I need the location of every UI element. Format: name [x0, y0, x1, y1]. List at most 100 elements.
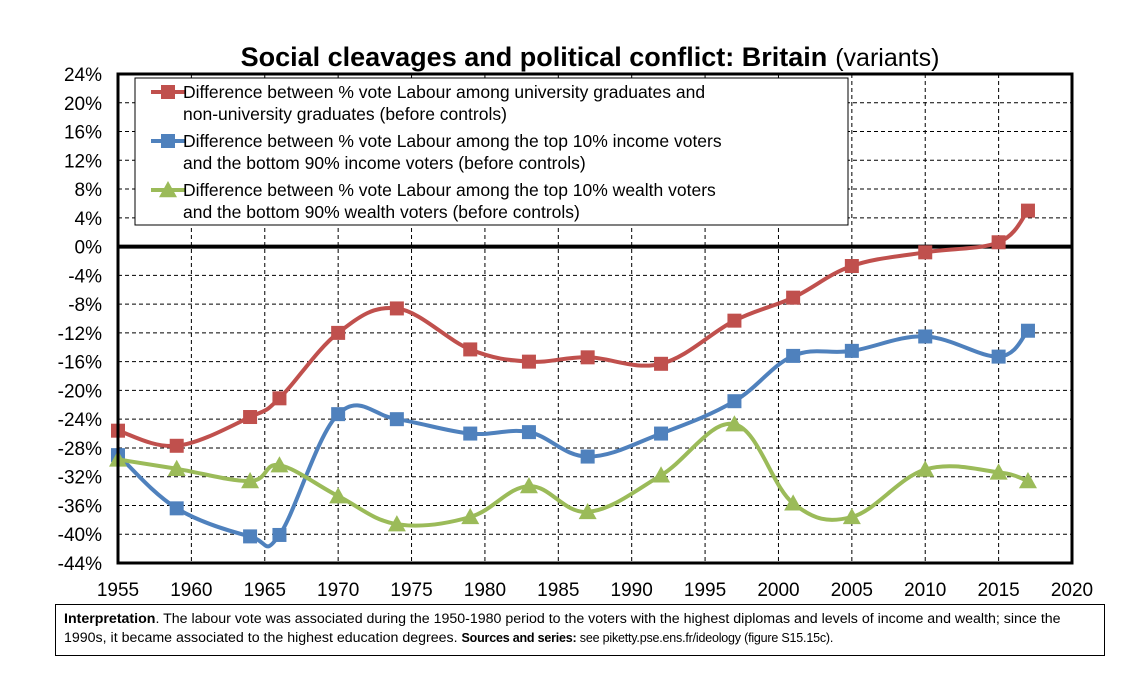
- series-layer: [109, 203, 1037, 549]
- x-tick-label: 1995: [684, 580, 726, 601]
- y-tick-label: -8%: [68, 295, 102, 316]
- legend-marker: [161, 85, 175, 99]
- data-point: [521, 354, 536, 369]
- interpretation-label: Interpretation: [64, 611, 156, 627]
- legend-marker: [161, 134, 175, 148]
- legend-marker: [159, 181, 177, 198]
- series-3: [109, 415, 1037, 532]
- legend-label: and the bottom 90% income voters (before…: [183, 153, 586, 173]
- interpretation-text: . The labour vote was associated during …: [64, 611, 1061, 646]
- x-tick-label: 2005: [831, 580, 873, 601]
- chart-title: Social cleavages and political conflict:…: [241, 42, 940, 72]
- y-tick-label: 8%: [75, 180, 103, 201]
- y-tick-label: 20%: [64, 94, 102, 115]
- x-tick-label: 1970: [317, 580, 359, 601]
- sources-label: Sources and series:: [461, 631, 577, 645]
- data-point: [727, 313, 742, 328]
- legend-item: Difference between % vote Labour among u…: [151, 82, 705, 124]
- data-point: [243, 410, 258, 425]
- data-point: [241, 472, 260, 489]
- chart-title-subtitle: (variants): [835, 44, 939, 72]
- sources-text: see piketty.pse.ens.fr/ideology (figure …: [576, 631, 834, 645]
- legend-item: Difference between % vote Labour among t…: [151, 180, 716, 222]
- y-tick-label: -36%: [58, 496, 102, 517]
- x-axis: 1955 1960 1965 1970 1975 1980 1985 1990 1995 2000…: [97, 580, 1093, 601]
- data-point: [991, 349, 1006, 364]
- data-point: [842, 507, 861, 525]
- data-point: [329, 487, 348, 504]
- data-point: [786, 290, 801, 305]
- data-point: [991, 235, 1006, 250]
- series-line: [117, 209, 1030, 448]
- data-point: [331, 325, 346, 340]
- x-tick-label: 1975: [390, 580, 432, 601]
- legend-label: and the bottom 90% wealth voters (before…: [183, 202, 580, 222]
- data-point: [786, 348, 801, 363]
- data-point: [272, 527, 287, 542]
- data-point: [463, 426, 478, 441]
- data-point: [652, 466, 671, 483]
- data-point: [521, 425, 536, 440]
- chart-title-main: Social cleavages and political conflict:…: [241, 42, 828, 72]
- legend-box: [134, 77, 849, 226]
- series-line: [117, 421, 1029, 528]
- legend-label: non-university graduates (before control…: [183, 104, 507, 124]
- y-tick-label: -40%: [58, 525, 102, 546]
- data-point: [270, 456, 289, 473]
- x-tick-label: 2000: [757, 580, 799, 601]
- y-tick-label: -20%: [58, 381, 102, 402]
- data-point: [272, 391, 287, 406]
- data-point: [461, 507, 480, 525]
- x-tick-label: 2015: [977, 580, 1019, 601]
- y-tick-label: -12%: [58, 324, 102, 345]
- data-point: [1020, 323, 1035, 338]
- data-point: [1020, 203, 1035, 218]
- data-point: [578, 502, 597, 520]
- data-point: [727, 394, 742, 409]
- y-tick-label: -28%: [58, 439, 102, 460]
- interpretation-note: Interpretation. The labour vote was asso…: [55, 604, 1105, 656]
- data-point: [1018, 472, 1037, 489]
- y-tick-label: 24%: [64, 65, 102, 86]
- y-tick-label: 4%: [75, 209, 103, 230]
- x-tick-label: 1985: [537, 580, 579, 601]
- data-point: [784, 494, 803, 511]
- series-line: [116, 329, 1030, 549]
- y-tick-label: -44%: [58, 554, 102, 575]
- data-point: [169, 438, 184, 453]
- x-tick-label: 2010: [904, 580, 946, 601]
- data-point: [725, 415, 744, 432]
- legend-label: Difference between % vote Labour among u…: [183, 82, 705, 102]
- data-point: [654, 426, 669, 441]
- data-point: [918, 329, 933, 344]
- data-point: [989, 463, 1008, 480]
- data-point: [844, 259, 859, 274]
- x-tick-label: 2020: [1051, 580, 1093, 601]
- x-tick-label: 1955: [97, 580, 139, 601]
- data-point: [654, 356, 669, 371]
- plot-border: [116, 72, 1074, 565]
- x-tick-label: 1965: [244, 580, 286, 601]
- series-1: [111, 203, 1035, 453]
- y-tick-label: 12%: [64, 151, 102, 172]
- data-point: [916, 460, 935, 477]
- x-tick-label: 1990: [611, 580, 653, 601]
- plot-frame: [116, 72, 1074, 565]
- legend-label: Difference between % vote Labour among t…: [183, 131, 722, 151]
- data-point: [389, 412, 404, 427]
- data-point: [580, 350, 595, 365]
- data-point: [387, 515, 406, 532]
- data-point: [389, 301, 404, 316]
- legend: Difference between % vote Labour among u…: [134, 77, 849, 226]
- x-tick-label: 1960: [170, 580, 212, 601]
- y-tick-label: -4%: [68, 266, 102, 287]
- y-tick-label: -16%: [58, 353, 102, 374]
- y-tick-label: -24%: [58, 410, 102, 431]
- y-tick-label: 0%: [75, 238, 103, 259]
- data-point: [169, 501, 184, 516]
- data-point: [243, 529, 258, 544]
- data-point: [844, 343, 859, 358]
- data-point: [519, 477, 538, 494]
- data-point: [580, 449, 595, 464]
